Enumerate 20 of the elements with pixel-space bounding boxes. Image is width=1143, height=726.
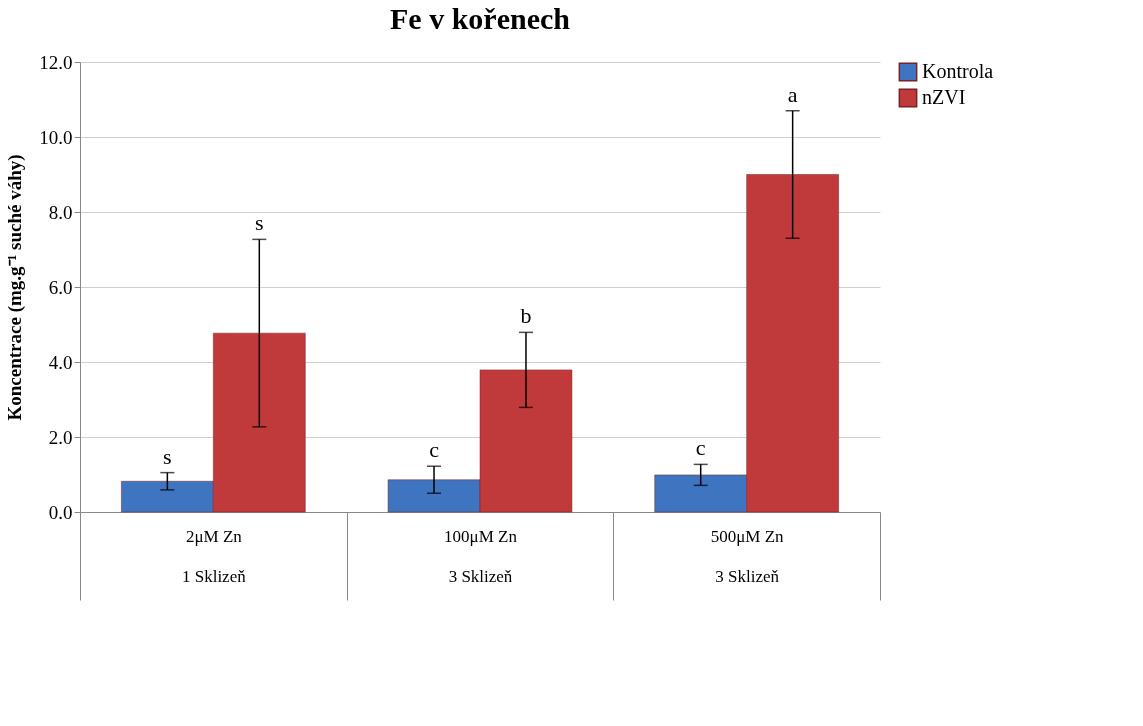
- category-label: 2μM Zn 1 Sklizeň: [181, 526, 246, 586]
- annotation: s: [163, 443, 172, 469]
- y-tick-label: 0.0: [48, 501, 73, 523]
- annotation: s: [255, 210, 264, 236]
- legend-label: Kontrola: [922, 60, 994, 82]
- y-tick-label: 2.0: [48, 426, 73, 448]
- chart-title: Fe v kořenech: [390, 2, 571, 35]
- y-tick-label: 4.0: [48, 351, 73, 373]
- y-tick-label: 8.0: [48, 201, 73, 223]
- annotation: a: [787, 81, 798, 107]
- y-axis-title: Koncentrace (mg.g⁻¹ suché váhy): [4, 154, 27, 421]
- category-label: 100μM Zn 3 Sklizeň: [444, 526, 517, 586]
- annotation: b: [520, 303, 532, 329]
- category-label: 500μM Zn 3 Sklizeň: [710, 526, 784, 586]
- y-tick-label: 12.0: [39, 51, 73, 73]
- annotation: c: [429, 437, 440, 463]
- y-tick-label: 6.0: [48, 276, 73, 298]
- annotation: c: [695, 435, 706, 461]
- legend-label: nZVI: [922, 86, 966, 108]
- y-tick-label: 10.0: [39, 126, 73, 148]
